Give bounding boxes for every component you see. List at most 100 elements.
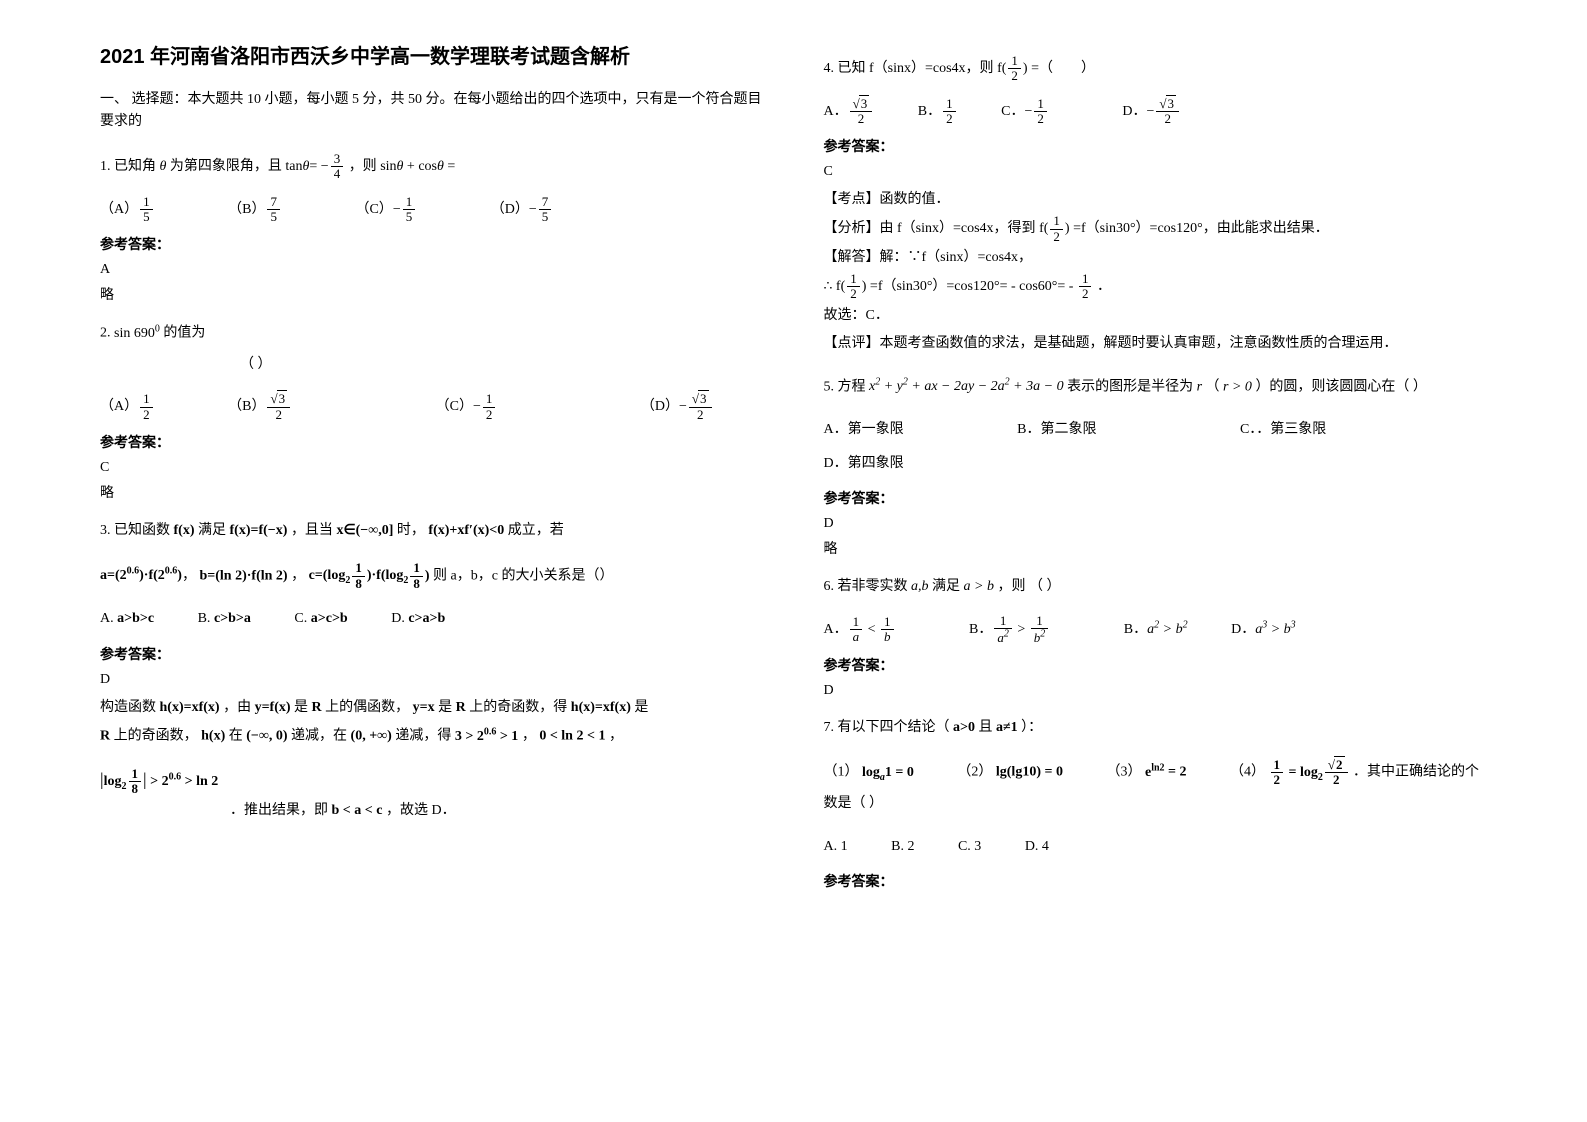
- q5-answer: D: [824, 516, 1488, 532]
- q7-stem-a: 7. 有以下四个结论（: [824, 720, 950, 735]
- q4-optC: C．: [1001, 104, 1024, 119]
- q5-stem-c: （: [1206, 379, 1220, 394]
- q6-answer: D: [824, 683, 1488, 699]
- q3-stem-a: 3. 已知函数: [100, 523, 174, 538]
- q1-answer: A: [100, 262, 764, 278]
- q5-options: A．第一象限 B．第二象限 C．．第三象限 D．第四象限: [824, 413, 1488, 480]
- q2-optC: （C）: [436, 399, 473, 414]
- section-heading: 一、 选择题：本大题共 10 小题，每小题 5 分，共 50 分。在每小题给出的…: [100, 89, 764, 134]
- q4-fx-b: =f（sin30°）=cos120°，由此能求出结果．: [1073, 221, 1329, 236]
- q1-stem-a: 1. 已知角: [100, 159, 160, 174]
- q3-optC: C.: [294, 611, 310, 626]
- q3n-g: 是: [634, 700, 648, 715]
- answer-label: 参考答案：: [824, 136, 1488, 156]
- q7-optA: A. 1: [824, 839, 848, 854]
- q3-optB: B.: [198, 611, 214, 626]
- q3-stem-c: ，且当: [291, 523, 337, 538]
- q2-paren: （ ）: [240, 350, 272, 381]
- q7-n1: （1）: [824, 765, 859, 780]
- q3n2-e: ，: [522, 729, 536, 744]
- q7-optD: D. 4: [1025, 839, 1049, 854]
- q6-stem-b: 满足: [932, 579, 964, 594]
- q7-optB: B. 2: [891, 839, 914, 854]
- question-1: 1. 已知角 θ 为第四象限角，且 tanθ= −34 ，则 sinθ + co…: [100, 152, 764, 183]
- q7-n4: （4）: [1230, 765, 1265, 780]
- q5-optC: C．．第三象限: [1240, 422, 1326, 437]
- q4-fx-a: 【分析】由 f（sinx）=cos4x，得到: [824, 221, 1040, 236]
- q2-stem-a: 2.: [100, 326, 114, 341]
- q6-stem-a: 6. 若非零实数: [824, 579, 912, 594]
- q5-lue: 略: [824, 538, 1488, 558]
- answer-label: 参考答案：: [100, 644, 764, 664]
- q3-stem-d: 时，: [397, 523, 425, 538]
- q4-optB: B．: [918, 104, 941, 119]
- question-6: 6. 若非零实数 a,b 满足 a > b ，则: [824, 572, 1488, 603]
- q3-stem-b: 满足: [198, 523, 230, 538]
- q3n-d: 上的偶函数，: [325, 700, 409, 715]
- q2-lue: 略: [100, 482, 764, 502]
- q3-stem-e: 成立，若: [508, 523, 564, 538]
- q3n2-c: 递减，在: [291, 729, 351, 744]
- q1-stem-d: =: [447, 159, 455, 174]
- q4-stem-a: 4. 已知 f（sinx）=cos4x，则: [824, 61, 998, 76]
- q4-jd: ∴ f(12) =f（sin30°）=cos120°= - cos60°= - …: [824, 272, 1488, 302]
- q5-optB: B．第二象限: [1017, 422, 1096, 437]
- q3n-a: 构造函数: [100, 700, 160, 715]
- q3n2-d: 递减，得: [395, 729, 455, 744]
- q3n-b: ，由: [223, 700, 255, 715]
- q1-lue: 略: [100, 284, 764, 304]
- q3-answer: D: [100, 672, 764, 688]
- q6-stem-c: ，则 （ ）: [997, 579, 1060, 594]
- question-2: 2. sin 6900 的值为 （ ）: [100, 318, 764, 380]
- answer-label: 参考答案：: [824, 871, 1488, 891]
- q4-dp: 【点评】本题考查函数值的求法，是基础题，解题时要认真审题，注意函数性质的合理运用…: [824, 330, 1488, 358]
- q2-stem-b: 的值为: [163, 326, 205, 341]
- q1-optB: （B）: [228, 202, 265, 217]
- q7-stem-b: 且: [978, 720, 996, 735]
- q7-items: （1） loga1 = 0 （2） lg(lg10) = 0 （3） eln2 …: [824, 757, 1488, 819]
- q3-end: 则 a，b，c 的大小关系是（）: [433, 568, 613, 583]
- q2-answer: C: [100, 460, 764, 476]
- question-3: 3. 已知函数 f(x) 满足 f(x)=f(−x) ，且当 x∈(−∞,0] …: [100, 516, 764, 547]
- q4-answer: C: [824, 164, 1488, 180]
- q3-options: A. a>b>c B. c>b>a C. a>c>b D. c>a>b: [100, 602, 764, 636]
- q2-options: （A）12 （B）32 （C）−12 （D）−32: [100, 390, 764, 424]
- q3n2-f: ，: [609, 729, 623, 744]
- q7-stem-c: ）：: [1021, 720, 1042, 735]
- q1-optC: （C）: [355, 202, 392, 217]
- page-title: 2021 年河南省洛阳市西沃乡中学高一数学理联考试题含解析: [100, 40, 764, 69]
- q4-fx: 【分析】由 f（sinx）=cos4x，得到 f(12) =f（sin30°）=…: [824, 214, 1488, 244]
- answer-label: 参考答案：: [824, 655, 1488, 675]
- q4-jd-a: 【解答】解：∵f（sinx）=cos4x，: [824, 244, 1488, 272]
- q4-kd: 【考点】函数的值．: [824, 186, 1488, 214]
- q3n3-end: ，故选 D．: [386, 803, 456, 818]
- q4-jd-c: =f（sin30°）=cos120°= - cos60°= -: [870, 279, 1077, 294]
- q6-optA: A．: [824, 622, 848, 637]
- q1-options: （A）15 （B）75 （C）−15 （D）−75: [100, 193, 764, 227]
- q3n3: ．推出结果，即: [230, 797, 328, 825]
- q3n-e: 是: [438, 700, 456, 715]
- answer-label: 参考答案：: [824, 488, 1488, 508]
- q3-mid: ，: [291, 568, 305, 583]
- q3-optD: D.: [391, 611, 408, 626]
- q5-stem-a: 5. 方程: [824, 379, 870, 394]
- q2-optB: （B）: [228, 399, 265, 414]
- q3-note: 构造函数 h(x)=xf(x) ，由 y=f(x) 是 R 上的偶函数， y=x…: [100, 694, 764, 751]
- q6-optB: B．: [969, 622, 992, 637]
- q4-jd-d: ．: [1097, 279, 1111, 294]
- q3n-f: 上的奇函数，得: [469, 700, 571, 715]
- q4-jd-b: ∴: [824, 279, 836, 294]
- q1-optD: （D）: [491, 202, 529, 217]
- q4-gx: 故选：C．: [824, 302, 1488, 330]
- q4-optA: A．: [824, 104, 848, 119]
- q7-n2: （2）: [957, 765, 992, 780]
- question-5: 5. 方程 x2 + y2 + ax − 2ay − 2a2 + 3a − 0 …: [824, 372, 1488, 403]
- q7-optC: C. 3: [958, 839, 981, 854]
- q5-optD: D．第四象限: [824, 456, 904, 471]
- q1-stem-c: ，则: [349, 159, 381, 174]
- q3n2-b: 在: [229, 729, 247, 744]
- q6-optB2: B．: [1124, 622, 1147, 637]
- q1-stem-b: 为第四象限角，且: [170, 159, 286, 174]
- q5-stem-b: 表示的图形是半径为: [1067, 379, 1197, 394]
- question-7: 7. 有以下四个结论（ a>0 且 a≠1 ）：: [824, 713, 1488, 744]
